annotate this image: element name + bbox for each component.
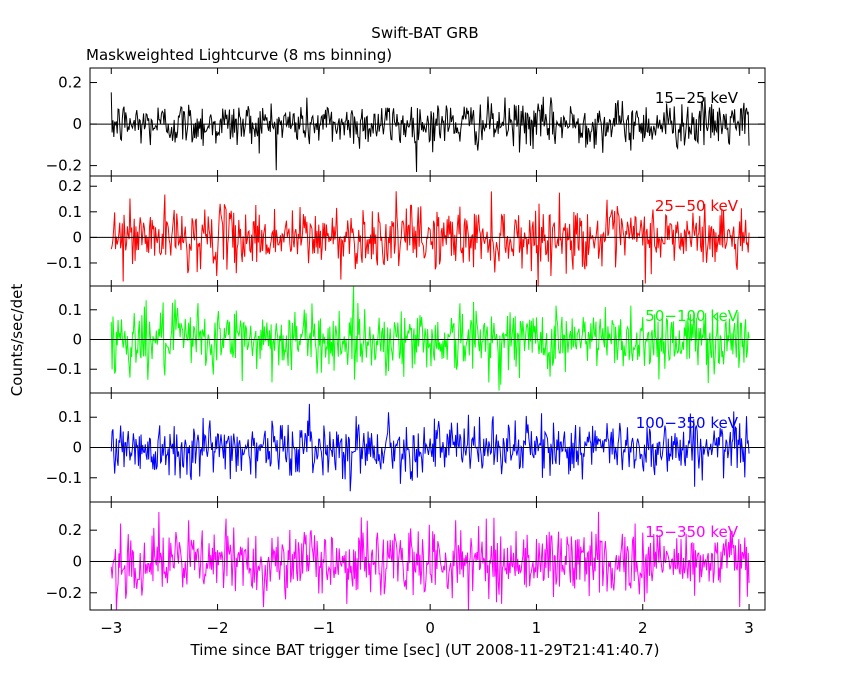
series-line [110,285,750,391]
x-axis-label: Time since BAT trigger time [sec] (UT 20… [190,641,660,659]
band-label: 50−100 keV [645,307,738,325]
y-tick-label: −0.1 [46,469,82,487]
series-line [110,191,750,287]
y-tick-label: 0.2 [58,521,82,539]
y-tick-label: −0.2 [46,584,82,602]
panel-15-350-kev: −0.2 0 0.2 15−350 keV [46,501,766,611]
band-label: 100−350 keV [636,414,739,432]
band-label: 25−50 keV [655,197,739,215]
x-tick-label: 3 [744,619,754,637]
panel-100-350-kev: −0.1 0 0.1 100−350 keV [46,392,766,503]
y-axis-label: Counts/sec/det [8,284,26,397]
y-tick-label: 0.1 [58,301,82,319]
x-tick-label: 1 [532,619,542,637]
band-label: 15−350 keV [645,523,738,541]
series-line [110,511,750,611]
panel-frame [89,501,766,611]
panel-50-100-kev: −0.1 0 0.1 50−100 keV [46,285,766,394]
y-tick-label: 0.2 [58,177,82,195]
y-tick-label: 0.1 [58,408,82,426]
x-tick-label: −3 [100,619,122,637]
y-tick-label: 0.2 [58,74,82,92]
y-tick-label: 0 [72,439,82,457]
y-tick-label: 0.1 [58,203,82,221]
y-tick-label: 0 [72,552,82,570]
y-tick-label: 0 [72,331,82,349]
y-tick-label: −0.1 [46,360,82,378]
y-tick-label: −0.1 [46,254,82,272]
x-tick-label: −1 [313,619,335,637]
panel-25-50-kev: −0.1 0 0.1 0.2 25−50 keV [46,175,766,287]
x-tick-label: −2 [206,619,228,637]
x-tick-label: 0 [425,619,435,637]
series-line [110,92,750,172]
panel-15-25-kev: −0.2 0 0.2 15−25 keV [46,67,766,177]
y-tick-label: −0.2 [46,157,82,175]
band-label: 15−25 keV [655,89,739,107]
chart-title: Swift-BAT GRB [371,24,478,42]
panels-group: −0.200.215−25 keV−0.100.10.225−50 keV−0.… [46,67,766,637]
y-tick-label: 0 [72,228,82,246]
y-tick-label: 0 [72,115,82,133]
x-tick-label: 2 [638,619,648,637]
series-line [110,403,750,492]
chart-subtitle: Maskweighted Lightcurve (8 ms binning) [86,46,392,64]
